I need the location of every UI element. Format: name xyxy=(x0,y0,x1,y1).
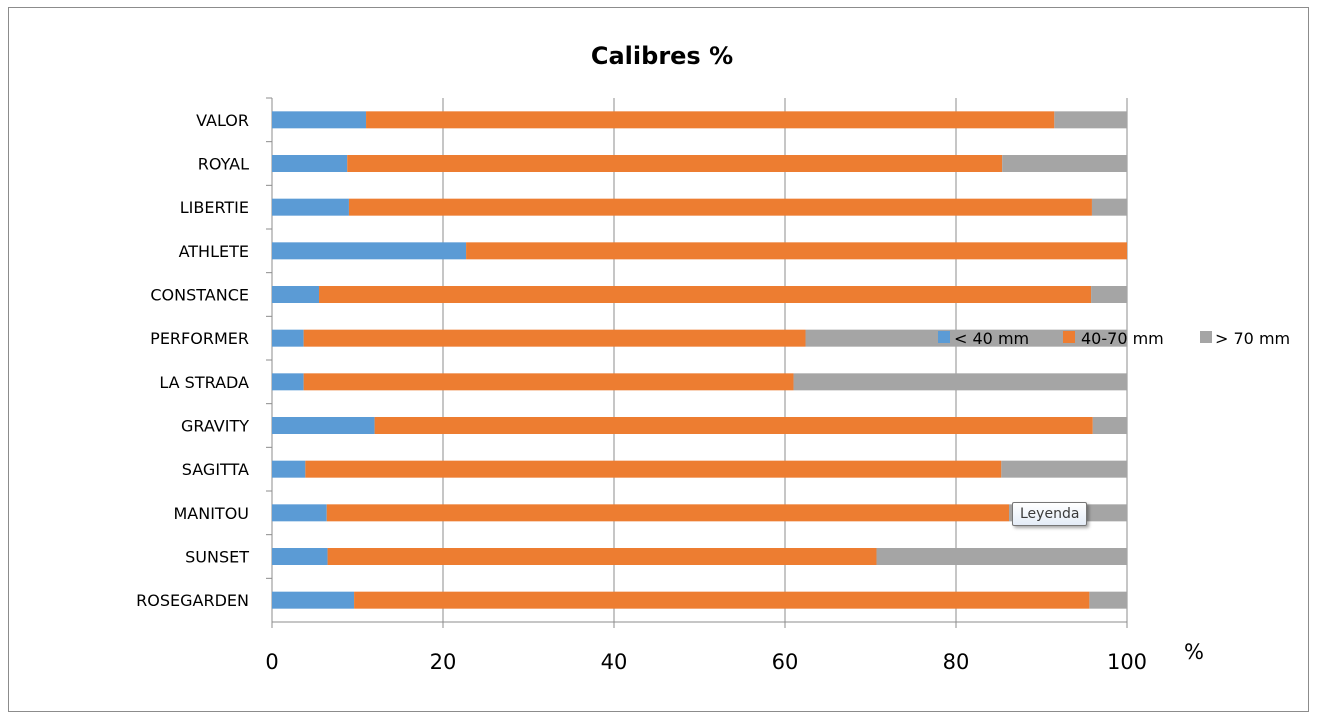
bar-segment-small xyxy=(272,111,367,129)
legend-label: > 70 mm xyxy=(1215,329,1290,348)
category-label: LA STRADA xyxy=(159,373,249,392)
legend-label: 40-70 mm xyxy=(1081,329,1164,348)
bar-segment-medium xyxy=(366,111,1055,129)
bar-segment-small xyxy=(272,286,320,303)
bar-segment-small xyxy=(272,242,467,260)
bar-segment-large xyxy=(1091,198,1127,216)
legend-swatch xyxy=(1063,331,1075,343)
bar-segment-medium xyxy=(303,373,794,391)
bar-segment-large xyxy=(805,329,1127,347)
category-label: CONSTANCE xyxy=(150,286,249,305)
bar-segment-medium xyxy=(348,198,1092,216)
category-label: VALOR xyxy=(196,111,249,130)
x-tick-label: 0 xyxy=(265,650,278,674)
category-label: LIBERTIE xyxy=(180,198,249,217)
bar-segment-medium xyxy=(303,329,806,347)
bar-segment-medium xyxy=(347,155,1003,172)
x-tick-label: 20 xyxy=(430,650,457,674)
legend-label: < 40 mm xyxy=(954,329,1029,348)
bar-segment-medium xyxy=(326,504,1010,522)
bar-segment-large xyxy=(1092,417,1127,434)
x-axis-label: % xyxy=(1184,640,1204,664)
bar-segment-medium xyxy=(327,548,877,565)
bar-segment-small xyxy=(272,373,304,391)
bar-segment-medium xyxy=(466,242,1128,260)
category-label: SUNSET xyxy=(185,548,249,567)
x-tick-label: 80 xyxy=(943,650,970,674)
bar-segment-large xyxy=(1089,591,1127,609)
bar-segment-large xyxy=(1054,111,1127,129)
legend-swatch xyxy=(938,331,950,343)
x-tick-label: 100 xyxy=(1107,650,1147,674)
category-label: ATHLETE xyxy=(179,242,249,261)
x-tick-label: 60 xyxy=(772,650,799,674)
category-label: PERFORMER xyxy=(150,329,249,348)
bar-segment-small xyxy=(272,504,327,522)
chart-title: Calibres % xyxy=(591,42,733,70)
category-label: MANITOU xyxy=(173,504,249,523)
bar-segment-small xyxy=(272,198,349,216)
category-label: SAGITTA xyxy=(182,460,249,479)
bar-segment-small xyxy=(272,155,348,172)
bar-segment-medium xyxy=(374,417,1093,434)
bar-segment-large xyxy=(876,548,1127,565)
bar-segment-small xyxy=(272,460,306,478)
bar-segment-large xyxy=(1091,286,1127,303)
legend-tooltip: Leyenda xyxy=(1012,502,1088,526)
bar-segment-large xyxy=(793,373,1127,391)
bar-segment-large xyxy=(1002,155,1127,172)
bar-segment-small xyxy=(272,548,328,565)
category-label: ROYAL xyxy=(198,155,249,174)
bar-segment-medium xyxy=(305,460,1002,478)
bar-segment-small xyxy=(272,329,304,347)
bar-segment-large xyxy=(1001,460,1127,478)
bar-segment-small xyxy=(272,417,375,434)
bar-segment-medium xyxy=(354,591,1090,609)
x-tick-label: 40 xyxy=(601,650,628,674)
bar-segment-small xyxy=(272,591,355,609)
category-label: ROSEGARDEN xyxy=(136,591,249,610)
category-label: GRAVITY xyxy=(181,417,249,436)
legend-swatch xyxy=(1200,331,1212,343)
bar-segment-medium xyxy=(319,286,1092,303)
